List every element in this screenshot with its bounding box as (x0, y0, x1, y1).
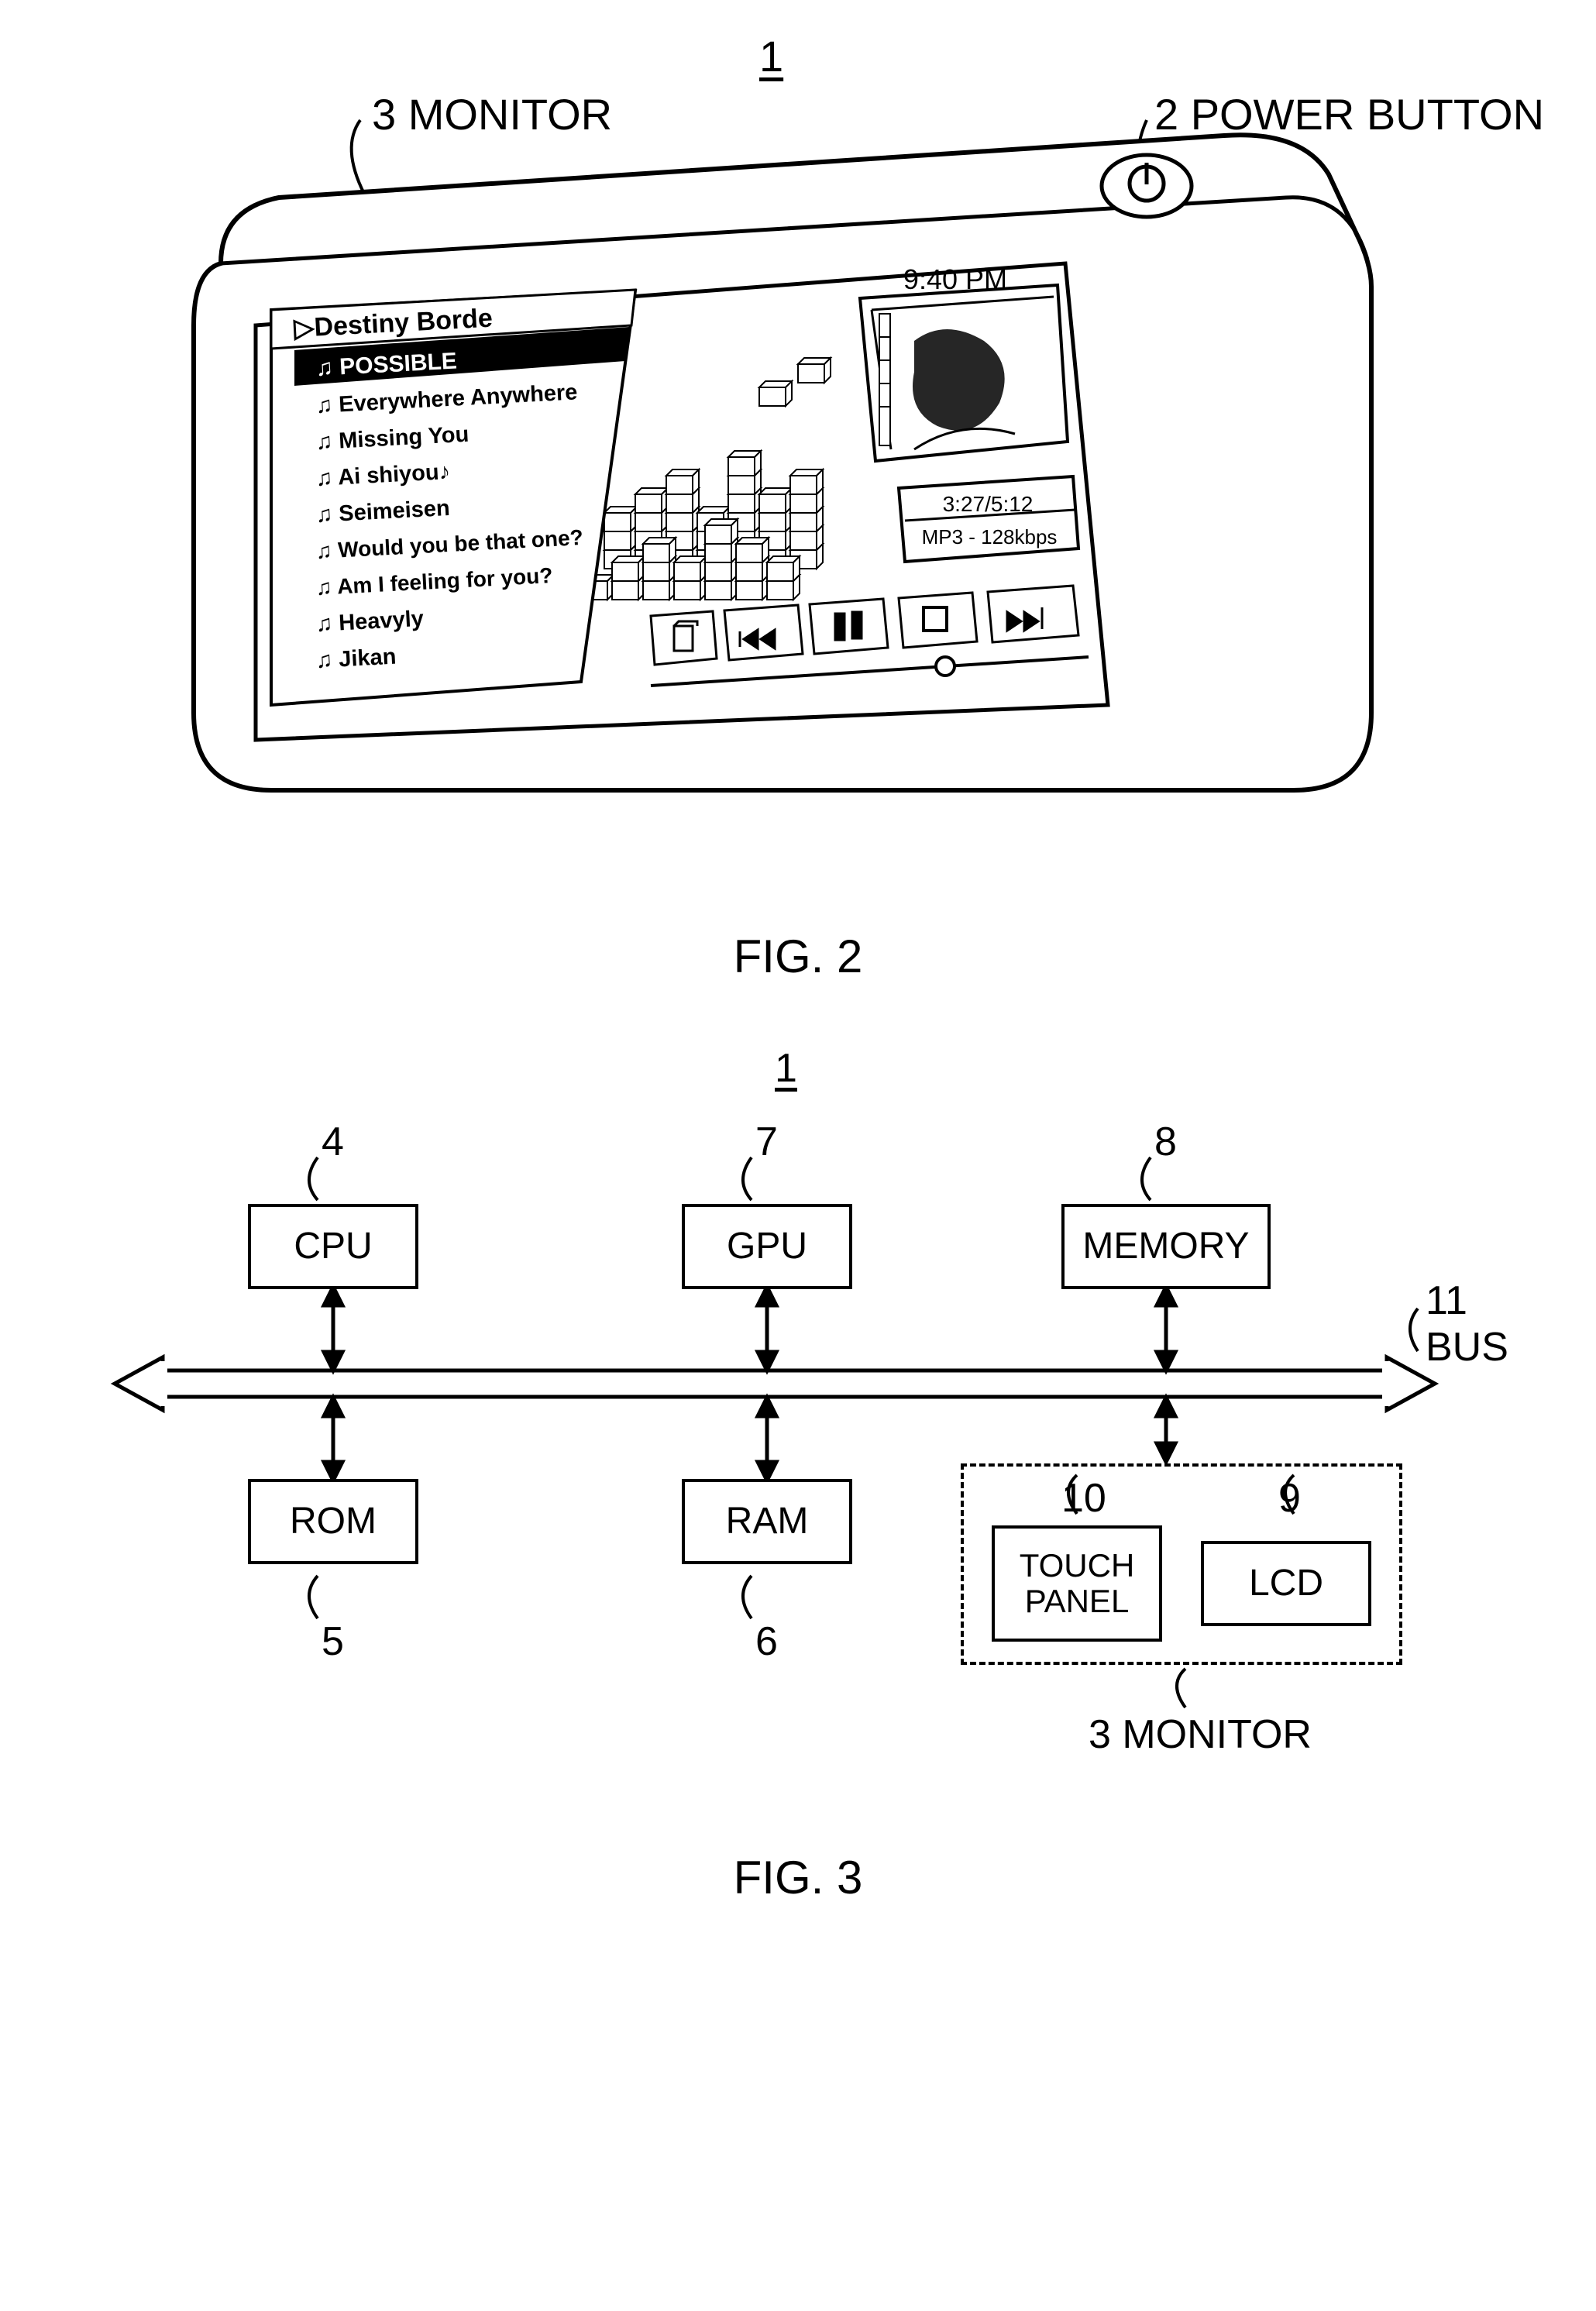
figure-2: 1 3 MONITOR 2 POWER BUTTON (139, 31, 1457, 883)
memory-block: MEMORY (1061, 1204, 1271, 1289)
rom-ref: 5 (322, 1618, 344, 1665)
pause-button[interactable] (810, 599, 888, 654)
playlist-button[interactable] (651, 611, 717, 665)
lcd-block: LCD (1201, 1541, 1371, 1626)
cpu-block: CPU (248, 1204, 418, 1289)
fig3-caption: FIG. 3 (31, 1851, 1565, 1904)
ram-block: RAM (682, 1479, 852, 1564)
page: 1 3 MONITOR 2 POWER BUTTON (31, 31, 1565, 1904)
touch-panel-block: TOUCH PANEL (992, 1525, 1162, 1642)
figure-3: 1 4 7 8 (101, 1045, 1495, 1820)
power-button[interactable] (1102, 155, 1192, 217)
next-button[interactable] (988, 586, 1078, 642)
time-codec-box: 3:27/5:12 MP3 - 128kbps (899, 476, 1078, 562)
bus-label: 11 BUS (1426, 1278, 1508, 1370)
stop-button[interactable] (899, 593, 977, 648)
gpu-block: GPU (682, 1204, 852, 1289)
ram-ref: 6 (755, 1618, 778, 1665)
prev-button[interactable] (724, 605, 803, 660)
fig2-caption: FIG. 2 (31, 930, 1565, 983)
svg-text:♫ Jikan: ♫ Jikan (315, 645, 397, 673)
lcd-ref: 9 (1278, 1475, 1301, 1522)
svg-text:MP3 - 128kbps: MP3 - 128kbps (922, 525, 1058, 549)
monitor-group-label: 3 MONITOR (1089, 1711, 1312, 1758)
touch-ref: 10 (1061, 1475, 1106, 1522)
rom-block: ROM (248, 1479, 418, 1564)
bus-arrow (115, 1357, 1435, 1410)
album-art (860, 285, 1068, 461)
device-svg: 9:40 PM 3:27/5:12 MP3 - 128kbps (139, 31, 1457, 883)
playlist-panel: ▷Destiny Borde ♫ POSSIBLE ♫ Everywhere A… (271, 290, 635, 705)
